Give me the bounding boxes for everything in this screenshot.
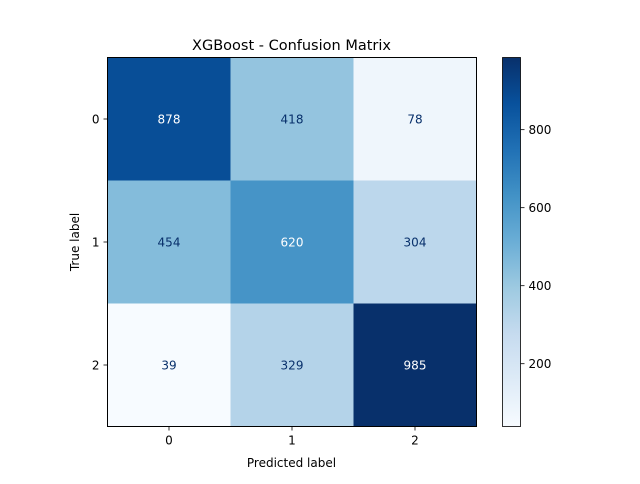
- colorbar-tick-label: 600: [529, 201, 552, 215]
- plot-frame: [107, 57, 477, 427]
- chart-title: XGBoost - Confusion Matrix: [192, 38, 391, 54]
- heatmap-cell: [230, 180, 354, 304]
- x-tick-label: 1: [288, 434, 296, 448]
- cell-value-label: 454: [158, 236, 181, 250]
- colorbar: 200 400 600 800: [502, 57, 552, 427]
- colorbar-gradient: [502, 57, 521, 427]
- cell-value-label: 620: [281, 236, 304, 250]
- cell-value-label: 418: [281, 113, 304, 127]
- heatmap-cells: [107, 57, 477, 427]
- y-tick-label: 2: [92, 359, 100, 373]
- heatmap-cell: [107, 57, 231, 181]
- colorbar-tick-label: 400: [529, 279, 552, 293]
- heatmap-cell: [107, 180, 231, 304]
- colorbar-tick-label: 800: [529, 123, 552, 137]
- cell-value-label: 78: [407, 113, 422, 127]
- cell-value-label: 329: [281, 359, 304, 373]
- cell-value-label: 304: [404, 236, 427, 250]
- heatmap-cell: [230, 303, 354, 427]
- x-axis-ticks: 0 1 2: [165, 426, 419, 448]
- heatmap-cell: [353, 180, 477, 304]
- heatmap-cell: [353, 57, 477, 181]
- y-tick-label: 1: [92, 236, 100, 250]
- x-tick-label: 2: [411, 434, 419, 448]
- cell-value-label: 985: [404, 359, 427, 373]
- y-axis-label: True label: [68, 213, 82, 272]
- heatmap-cell: [107, 303, 231, 427]
- colorbar-tick-label: 200: [529, 357, 552, 371]
- y-tick-label: 0: [92, 113, 100, 127]
- cell-value-labels: 878 418 78 454 620 304 39 329 985: [158, 113, 427, 373]
- heatmap-cell: [353, 303, 477, 427]
- x-tick-label: 0: [165, 434, 173, 448]
- cell-value-label: 39: [161, 359, 176, 373]
- cell-value-label: 878: [158, 113, 181, 127]
- x-axis-label: Predicted label: [247, 456, 336, 470]
- y-axis-ticks: 0 1 2: [92, 113, 108, 373]
- heatmap-cell: [230, 57, 354, 181]
